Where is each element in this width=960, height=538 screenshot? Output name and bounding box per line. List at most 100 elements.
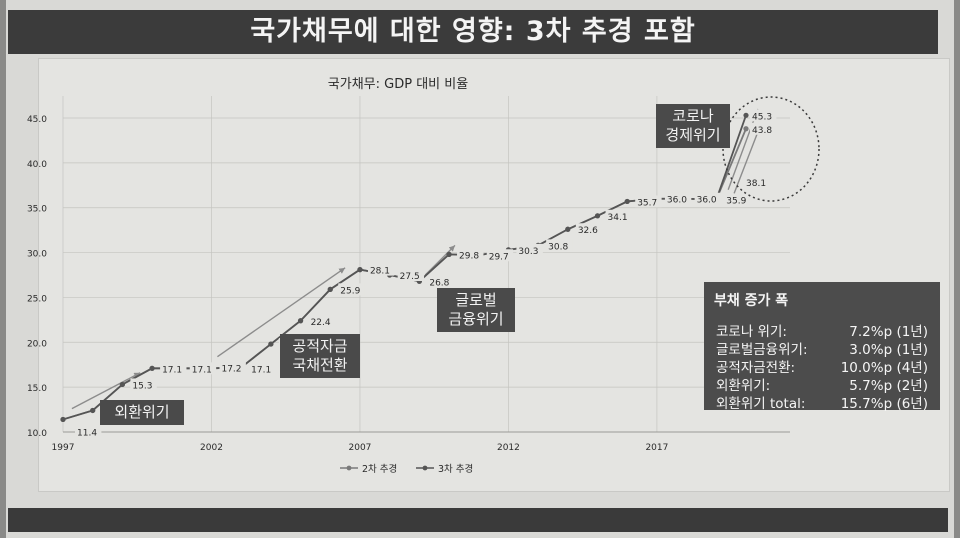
x-tick-label: 2007 (349, 443, 372, 453)
data-label: 11.4 (77, 428, 97, 438)
row-value: 3.0%p (1년) (849, 342, 928, 358)
y-tick-label: 40.0 (27, 160, 47, 170)
data-label-bg (427, 275, 454, 288)
data-label-layer: 11.415.317.117.117.217.119.822.425.928.1… (75, 109, 777, 438)
y-tick-label: 25.0 (27, 294, 47, 304)
debt-increase-title: 부채 증가 폭 (714, 293, 789, 309)
annotation-fx-crisis-text: 외환위기 (114, 403, 170, 421)
data-label-bg (664, 192, 692, 205)
debt-increase-row: 공적자금전환: 10.0%p (4년) (704, 356, 934, 376)
data-label: 32.6 (578, 226, 598, 236)
data-label-bg (160, 362, 187, 375)
data-label-bg (516, 243, 543, 256)
trend-arrow (71, 372, 141, 410)
data-label-bg (338, 283, 365, 296)
data-label: 27.5 (400, 272, 420, 282)
data-label: 43.8 (752, 126, 772, 136)
data-label: 17.1 (251, 365, 271, 375)
data-point (327, 286, 333, 292)
annotation-corona-line1: 코로나 (672, 107, 714, 125)
trend-arrow (733, 124, 762, 194)
debt-increase-row: 코로나 위기: 7.2%p (1년) (704, 320, 934, 340)
row-label: 공적자금전환: (716, 360, 796, 376)
data-label-bg (130, 378, 157, 391)
data-label-bg (546, 239, 573, 252)
page-title: 국가채무에 대한 영향: 3차 추경 포함 (250, 16, 696, 47)
trend-arrows (71, 108, 762, 410)
data-label: 30.8 (548, 242, 568, 252)
data-label: 29.8 (459, 251, 479, 261)
data-label: 29.7 (489, 252, 509, 262)
data-label-bg (308, 314, 335, 327)
annotation-corona-line2: 경제위기 (665, 126, 721, 144)
data-point (297, 318, 304, 324)
data-label-bg (75, 425, 102, 438)
data-label-bg (219, 361, 246, 374)
y-tick-label: 10.0 (27, 429, 47, 439)
data-point (90, 407, 96, 414)
annotation-global-crisis-line2: 금융위기 (448, 310, 504, 328)
data-label-bg (367, 263, 395, 276)
data-label-bg (486, 249, 514, 262)
row-value: 15.7%p (6년) (840, 396, 928, 412)
annotation-corona: 코로나 경제위기 (656, 104, 730, 148)
data-point (594, 213, 601, 219)
data-point (565, 226, 571, 232)
legend-label: 2차 추경 (362, 463, 397, 475)
data-label: 26.8 (429, 278, 449, 288)
debt-increase-box: 부채 증가 폭 코로나 위기: 7.2%p (1년) 글로벌금융위기: 3.0%… (704, 282, 940, 412)
y-tick-label: 15.0 (27, 384, 47, 394)
data-label-bg (635, 195, 662, 208)
grid-layer: 10.0 15.0 20.0 25.0 30.0 35.0 40.0 45.0 1997 2002… (27, 96, 790, 453)
data-label-bg (694, 192, 722, 205)
row-value: 10.0%p (4년) (840, 360, 928, 376)
y-tick-label: 30.0 (27, 250, 47, 260)
data-label-bg (575, 223, 603, 236)
data-label-bg (750, 122, 777, 135)
data-label: 25.9 (340, 286, 360, 296)
y-tick-label: 20.0 (27, 339, 47, 349)
data-label-bg (724, 193, 751, 206)
title-bar: 국가채무에 대한 영향: 3차 추경 포함 (8, 10, 938, 54)
annotation-public-funds: 공적자금 국채전환 (280, 334, 360, 378)
annotation-global-crisis: 글로벌 금융위기 (437, 288, 515, 332)
data-point (149, 365, 155, 371)
row-label: 코로나 위기: (716, 324, 787, 340)
data-label: 35.7 (637, 198, 657, 208)
debt-increase-row: 외환위기: 5.7%p (2년) (704, 374, 934, 394)
row-label: 외환위기: (716, 378, 771, 394)
data-label: 28.1 (370, 267, 390, 277)
y-tick-label: 45.0 (27, 115, 47, 125)
data-label: 35.9 (726, 197, 746, 207)
data-label: 34.1 (608, 213, 628, 223)
data-label: 45.3 (752, 112, 772, 122)
data-point (446, 251, 452, 257)
debt-increase-row: 글로벌금융위기: 3.0%p (1년) (704, 338, 934, 358)
chart-title: 국가채무: GDP 대비 비율 (328, 77, 468, 92)
row-value: 5.7%p (2년) (849, 378, 928, 394)
data-point (268, 341, 274, 347)
y-tick-label: 35.0 (27, 205, 47, 215)
data-label: 15.3 (132, 381, 152, 391)
x-tick-label: 2012 (497, 443, 520, 453)
trend-arrow (727, 108, 759, 191)
data-label-bg (397, 269, 425, 281)
data-label: 38.1 (746, 179, 766, 189)
data-label-bg (189, 362, 217, 375)
data-point (624, 198, 630, 205)
legend-swatch-point (346, 465, 352, 471)
data-label: 17.1 (162, 365, 182, 375)
x-tick-label: 2017 (645, 443, 668, 453)
data-point (743, 126, 749, 132)
row-value: 7.2%p (1년) (849, 324, 928, 340)
data-point (60, 416, 66, 423)
row-label: 글로벌금융위기: (716, 342, 808, 358)
annotation-public-funds-line1: 공적자금 (292, 337, 348, 355)
debt-increase-row: 외환위기 total: 15.7%p (6년) (704, 392, 934, 412)
x-tick-label: 1997 (52, 443, 75, 453)
data-label-bg (744, 175, 771, 188)
data-point (357, 267, 363, 273)
data-label-bg (249, 362, 276, 375)
data-label: 36.0 (667, 196, 687, 206)
annotation-fx-crisis: 외환위기 (100, 400, 184, 425)
